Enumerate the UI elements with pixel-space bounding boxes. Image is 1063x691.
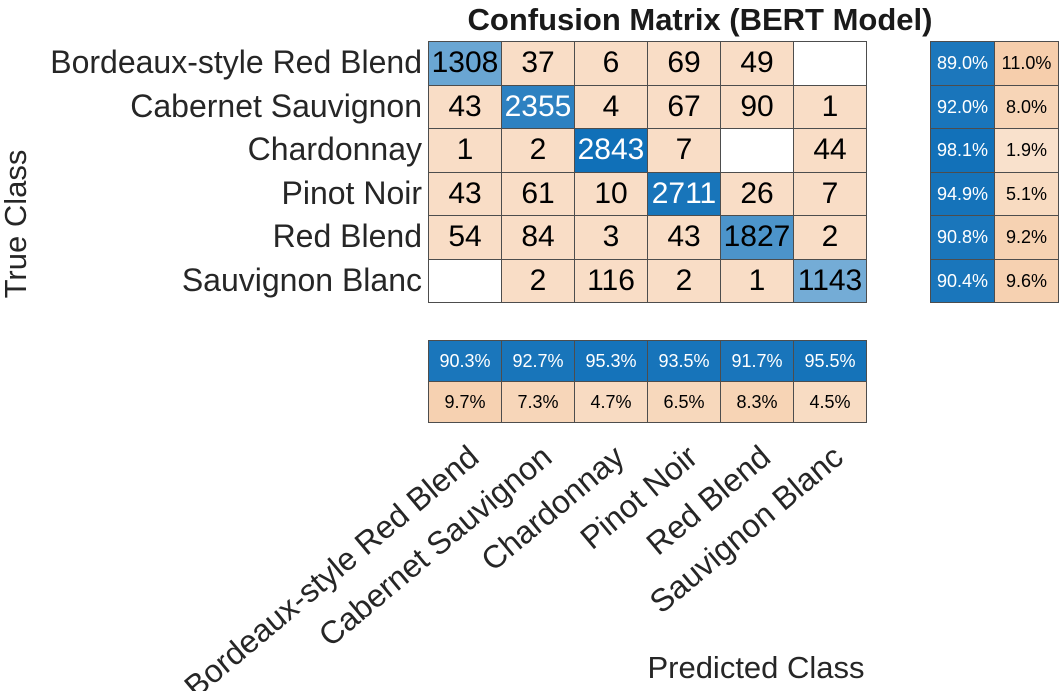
row-summary-grid: 89.0% 11.0% 92.0% 8.0% 98.1% 1.9% 94.9% 5.1% 90.… bbox=[930, 41, 1059, 303]
matrix-cell-empty bbox=[794, 42, 866, 85]
row-summary-fnr-cell: 11.0% bbox=[995, 42, 1058, 85]
matrix-cell: 10 bbox=[575, 172, 647, 215]
x-axis-label: Predicted Class bbox=[647, 650, 865, 685]
col-summary-fdr-cell: 7.3% bbox=[502, 382, 574, 422]
col-summary-fdr-cell: 9.7% bbox=[429, 382, 501, 422]
matrix-cell: 43 bbox=[429, 85, 501, 128]
row-summary-fnr-cell: 1.9% bbox=[995, 129, 1058, 172]
matrix-cell: 6 bbox=[575, 42, 647, 85]
col-summary-ppv-cell: 90.3% bbox=[429, 341, 501, 381]
row-tick-label: Sauvignon Blanc bbox=[181, 261, 422, 298]
matrix-cell-diagonal: 1827 bbox=[721, 216, 793, 259]
row-summary-fnr-cell: 9.6% bbox=[995, 259, 1058, 302]
col-summary-fdr-cell: 4.5% bbox=[794, 382, 866, 422]
matrix-cell: 7 bbox=[648, 129, 720, 172]
matrix-cell: 26 bbox=[721, 172, 793, 215]
col-summary-grid: 90.3% 92.7% 95.3% 93.5% 91.7% 95.5% 9.7% 7.3% 4.… bbox=[428, 340, 867, 423]
matrix-cell: 84 bbox=[502, 216, 574, 259]
row-tick-label: Cabernet Sauvignon bbox=[130, 87, 422, 124]
matrix-cell: 116 bbox=[575, 259, 647, 302]
matrix-cell: 69 bbox=[648, 42, 720, 85]
row-tick-label: Red Blend bbox=[272, 218, 422, 255]
matrix-cell-diagonal: 2355 bbox=[502, 85, 574, 128]
matrix-cell: 2 bbox=[502, 129, 574, 172]
row-summary-fnr-cell: 8.0% bbox=[995, 85, 1058, 128]
confusion-matrix-grid: 1308 37 6 69 49 43 2355 4 67 90 1 1 2 2843 7 44 43 61 10 27… bbox=[428, 41, 867, 303]
row-tick-label: Pinot Noir bbox=[281, 174, 423, 211]
row-summary-fnr-cell: 5.1% bbox=[995, 172, 1058, 215]
matrix-cell: 1 bbox=[721, 259, 793, 302]
matrix-cell: 1 bbox=[794, 85, 866, 128]
matrix-cell-diagonal: 1143 bbox=[794, 259, 866, 302]
matrix-cell: 2 bbox=[502, 259, 574, 302]
figure-title: Confusion Matrix (BERT Model) bbox=[467, 2, 933, 37]
col-summary-fdr-cell: 6.5% bbox=[648, 382, 720, 422]
col-summary-ppv-cell: 92.7% bbox=[502, 341, 574, 381]
matrix-cell-diagonal: 1308 bbox=[429, 42, 501, 85]
matrix-cell: 2 bbox=[794, 216, 866, 259]
col-summary-ppv-cell: 93.5% bbox=[648, 341, 720, 381]
matrix-cell: 43 bbox=[429, 172, 501, 215]
matrix-cell-diagonal: 2711 bbox=[648, 172, 720, 215]
col-summary-ppv-cell: 95.5% bbox=[794, 341, 866, 381]
matrix-cell: 2 bbox=[648, 259, 720, 302]
row-tick-label: Chardonnay bbox=[247, 131, 422, 168]
col-summary-fdr-cell: 8.3% bbox=[721, 382, 793, 422]
matrix-cell: 49 bbox=[721, 42, 793, 85]
row-summary-tpr-cell: 94.9% bbox=[931, 172, 994, 215]
matrix-cell: 54 bbox=[429, 216, 501, 259]
matrix-cell: 1 bbox=[429, 129, 501, 172]
matrix-cell: 44 bbox=[794, 129, 866, 172]
matrix-cell-empty bbox=[721, 129, 793, 172]
row-summary-tpr-cell: 92.0% bbox=[931, 85, 994, 128]
matrix-cell: 37 bbox=[502, 42, 574, 85]
matrix-cell: 67 bbox=[648, 85, 720, 128]
col-summary-ppv-cell: 95.3% bbox=[575, 341, 647, 381]
row-summary-tpr-cell: 90.8% bbox=[931, 216, 994, 259]
matrix-cell: 90 bbox=[721, 85, 793, 128]
matrix-cell: 61 bbox=[502, 172, 574, 215]
matrix-cell-empty bbox=[429, 259, 501, 302]
row-summary-tpr-cell: 90.4% bbox=[931, 259, 994, 302]
matrix-cell: 7 bbox=[794, 172, 866, 215]
col-summary-ppv-cell: 91.7% bbox=[721, 341, 793, 381]
row-tick-label: Bordeaux-style Red Blend bbox=[50, 44, 422, 81]
matrix-cell: 3 bbox=[575, 216, 647, 259]
row-summary-tpr-cell: 89.0% bbox=[931, 42, 994, 85]
col-summary-fdr-cell: 4.7% bbox=[575, 382, 647, 422]
matrix-cell: 43 bbox=[648, 216, 720, 259]
row-summary-tpr-cell: 98.1% bbox=[931, 129, 994, 172]
row-summary-fnr-cell: 9.2% bbox=[995, 216, 1058, 259]
matrix-cell: 4 bbox=[575, 85, 647, 128]
matrix-cell-diagonal: 2843 bbox=[575, 129, 647, 172]
